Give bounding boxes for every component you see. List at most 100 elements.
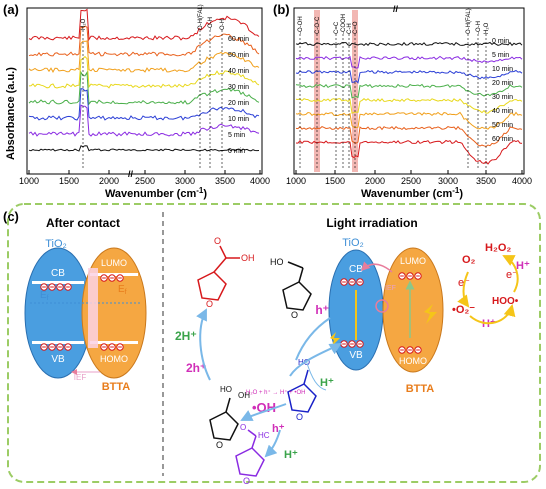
left-cb-band: [32, 281, 84, 284]
panel-a-tick-label: 3000: [175, 176, 195, 186]
panel-a-series-label: 60 min: [228, 36, 249, 43]
right-homo-label: HOMO: [399, 356, 427, 366]
panel-a-xlabel: Wavenumber (cm-1): [105, 186, 207, 200]
panel-a-annotation: H₂O: [81, 18, 87, 30]
panel-a-annotation: O-H: [220, 19, 226, 30]
panel-c-mechanism-diagram: (c) After contact Light irradiation TiO₂…: [3, 203, 541, 486]
hplus-label-top: H⁺: [516, 260, 530, 272]
furfural-hc: HC: [258, 431, 270, 440]
panel-b-annotation: -O-OH: [298, 16, 304, 34]
panel-b-series-group: [295, 41, 523, 165]
gem-diol-ring-o: O: [216, 440, 223, 450]
left-btta-label: BTTA: [102, 381, 131, 393]
hydroxyl-radical-label: •OH: [252, 400, 276, 415]
panel-b-series-line: [295, 41, 523, 47]
furoic-o-label: O: [214, 236, 221, 246]
panel-b-series-line: [295, 125, 523, 147]
ros-cycle: O₂ H₂O₂ e⁻ e⁻ H⁺ HOO• •O₂⁻ H⁺: [452, 242, 530, 330]
panel-b-series-line: [295, 83, 523, 99]
left-vb-label: VB: [51, 354, 65, 365]
panel-a-tick-label: 1000: [19, 176, 39, 186]
fal-top-ho: HO: [270, 257, 284, 267]
panel-c-dashed-frame: [7, 203, 541, 483]
panel-a-series-line: [28, 25, 260, 57]
hoo-to-h2o2-arrow: [502, 255, 519, 293]
o2-label: O₂: [462, 254, 476, 266]
panel-b-tick-label: 4000: [512, 176, 532, 186]
panel-b-annotation: C=C: [334, 21, 340, 34]
panel-a-series-line: [28, 40, 260, 73]
panel-a-annotation: -O-H: [208, 17, 214, 30]
panel-b-tick-label: 1500: [325, 176, 345, 186]
panel-b-label: (b): [273, 2, 290, 17]
oxidation-arrow-up: [196, 308, 211, 381]
panel-a-annotation: O-H(FAL): [198, 4, 204, 30]
panel-b-ftir-chart: (b) 0 min 5 min 10 min 20 min 30 min 40 min 50…: [273, 2, 532, 200]
left-vb-band: [32, 341, 84, 344]
light-bolt-icon-2: [330, 332, 340, 346]
panel-a-tick-label: 2500: [135, 176, 155, 186]
panel-b-series-labels: 0 min 5 min 10 min 20 min 30 min 40 min 50 min…: [492, 38, 513, 143]
panel-a-ylabel: Absorbance (a.u.): [5, 67, 17, 160]
furoic-acid-structure: O OH O: [197, 236, 255, 309]
panel-a-series-label: 20 min: [228, 100, 249, 107]
hplus-green-1: H⁺: [320, 377, 334, 389]
panel-b-tick-label: 1000: [286, 176, 306, 186]
panel-a-annotations: H₂O O-H(FAL) -O-H O-H: [81, 4, 226, 168]
panel-b-series-label: 5 min: [492, 52, 509, 59]
panel-a-series-line: [28, 55, 260, 89]
panel-b-series-label: 30 min: [492, 94, 513, 101]
panel-a-tick-label: 2000: [99, 176, 119, 186]
left-ef-tio2: Ef: [40, 290, 49, 302]
left-depletion-zone: [88, 268, 98, 348]
panel-a-tick-label: 1500: [59, 176, 79, 186]
panel-b-annotation: O-H(FAL): [466, 8, 472, 34]
panel-a-axes-frame: [26, 7, 263, 175]
radical-to-furfural-arrow: [264, 429, 281, 458]
left-ief-label: IEF: [74, 373, 87, 382]
electron-transfer-arrow: [360, 261, 393, 273]
panel-a-series-labels: 60 min 50 min 40 min 30 min 20 min 10 min 5 mi…: [228, 36, 249, 155]
right-tio2-label: TiO₂: [342, 237, 364, 249]
e-minus-label-2: e⁻: [506, 269, 518, 281]
h2o2-label: H₂O₂: [485, 242, 511, 254]
light-bolt-icon: [424, 304, 437, 324]
panel-a-series-label: 0 min: [228, 148, 245, 155]
panel-a-series-line: [28, 88, 260, 121]
left-tio2-label: TiO₂: [45, 238, 67, 250]
panel-b-tick-label: 3000: [438, 176, 458, 186]
gem-diol-ho: HO: [220, 385, 232, 394]
panel-b-annotation: -O-H: [476, 21, 482, 34]
fal-radical-feed-arrow: [289, 342, 342, 377]
interface-circle: [375, 299, 389, 313]
panel-a-series-line: [28, 70, 260, 106]
right-vb-label: VB: [349, 350, 363, 361]
right-junction: TiO₂ CB VB LUMO HOMO IEF BTTA h⁺: [315, 237, 444, 395]
right-title: Light irradiation: [326, 216, 417, 230]
fal-top-ring-o: O: [291, 310, 298, 320]
panel-b-series-line: [295, 98, 523, 114]
panel-b-series-line: [295, 111, 523, 130]
panel-b-series-label: 0 min: [492, 38, 509, 45]
panel-b-annotation: C=O: [353, 21, 359, 34]
right-lumo-label: LUMO: [400, 256, 426, 266]
tio2-hole-label: h⁺: [315, 303, 329, 317]
hplus-green-2: H⁺: [284, 449, 298, 461]
left-homo-band: [90, 341, 138, 344]
fal-oxidation-pathway: O OH O HO O 2H⁺ 2h⁺ HO OH O: [175, 236, 342, 486]
panel-b-axis-break: //: [393, 4, 399, 14]
panel-b-x-ticks: 1000 1500 2000 2500 3000 3500 4000 //: [286, 4, 532, 186]
fal-to-radical-arrow: [295, 317, 331, 361]
panel-c-label: (c): [3, 209, 19, 224]
panel-a-axis-break: //: [128, 169, 134, 179]
left-title: After contact: [46, 216, 120, 230]
panel-b-series-label: 40 min: [492, 108, 513, 115]
two-hole-label: 2h⁺: [186, 361, 206, 375]
left-junction: TiO₂ CB VB LUMO HOMO Ef Ef IEF BTTA: [24, 238, 147, 393]
panel-a-series-label: 50 min: [228, 52, 249, 59]
furoic-oh-label: OH: [241, 253, 255, 263]
left-homo-label: HOMO: [100, 354, 128, 364]
panel-b-tick-label: 2500: [401, 176, 421, 186]
superoxide-label: •O₂⁻: [452, 304, 475, 316]
